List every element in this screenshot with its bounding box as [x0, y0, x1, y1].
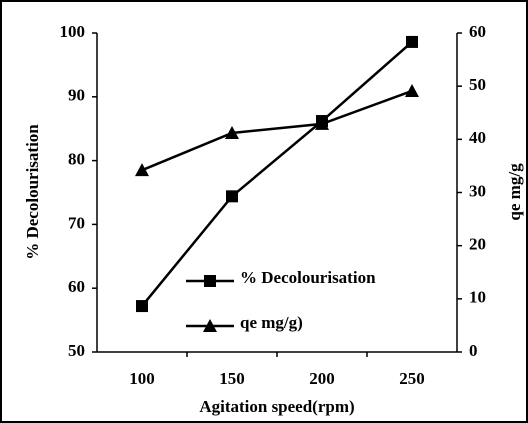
y2-tick-label: 0	[469, 341, 478, 360]
y-tick-label: 50	[68, 341, 85, 360]
y2-tick-label: 40	[469, 128, 486, 147]
x-tick-label: 150	[219, 369, 245, 388]
x-axis-label: Agitation speed(rpm)	[199, 397, 354, 416]
data-point	[135, 163, 149, 177]
x-tick-label: 100	[129, 369, 155, 388]
series-line	[141, 89, 413, 172]
x-tick-label: 250	[399, 369, 425, 388]
y-axis-label: % Decolourisation	[23, 124, 42, 260]
data-point	[405, 83, 419, 97]
y2-tick-label: 20	[469, 235, 486, 254]
data-point	[226, 190, 238, 203]
y-tick-label: 90	[68, 86, 85, 105]
y2-tick-label: 60	[469, 22, 486, 41]
y-tick-label: 80	[68, 150, 85, 169]
y-tick-label: 60	[68, 277, 85, 296]
y2-axis-label: qe mg/g	[505, 163, 524, 221]
legend-marker	[204, 275, 216, 287]
y2-tick-label: 50	[469, 75, 486, 94]
data-point	[315, 116, 329, 130]
y2-tick-label: 10	[469, 288, 486, 307]
series-line	[141, 40, 413, 307]
data-point	[406, 35, 418, 48]
data-point	[136, 300, 148, 313]
y-tick-label: 70	[68, 213, 85, 232]
data-point	[225, 125, 239, 139]
x-tick-label: 200	[309, 369, 335, 388]
legend-label: qe mg/g)	[240, 313, 303, 332]
y2-tick-label: 30	[469, 181, 486, 200]
legend-marker	[203, 319, 217, 332]
y-tick-label: 100	[60, 22, 86, 41]
legend-label: % Decolourisation	[240, 268, 376, 287]
